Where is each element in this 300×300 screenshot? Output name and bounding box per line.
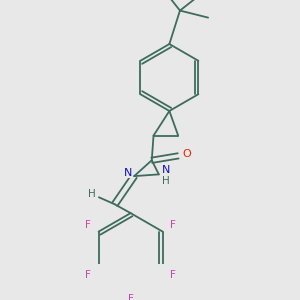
Text: F: F bbox=[85, 220, 91, 230]
Text: H: H bbox=[162, 176, 170, 185]
Text: H: H bbox=[88, 189, 96, 199]
Text: F: F bbox=[170, 270, 176, 280]
Text: N: N bbox=[162, 165, 170, 175]
Text: N: N bbox=[124, 168, 132, 178]
Text: F: F bbox=[170, 220, 176, 230]
Text: O: O bbox=[183, 149, 191, 159]
Text: F: F bbox=[85, 270, 91, 280]
Text: F: F bbox=[128, 294, 134, 300]
